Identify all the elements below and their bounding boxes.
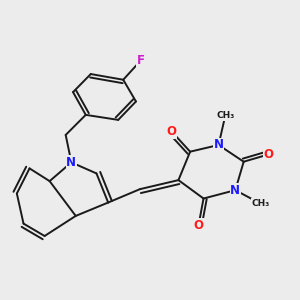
Text: O: O [194,219,203,232]
Text: O: O [264,148,274,161]
Text: O: O [167,125,177,138]
Text: N: N [230,184,240,197]
Text: N: N [66,156,76,169]
Text: CH₃: CH₃ [251,199,269,208]
Text: CH₃: CH₃ [216,111,234,120]
Text: N: N [214,139,224,152]
Text: F: F [136,54,145,67]
